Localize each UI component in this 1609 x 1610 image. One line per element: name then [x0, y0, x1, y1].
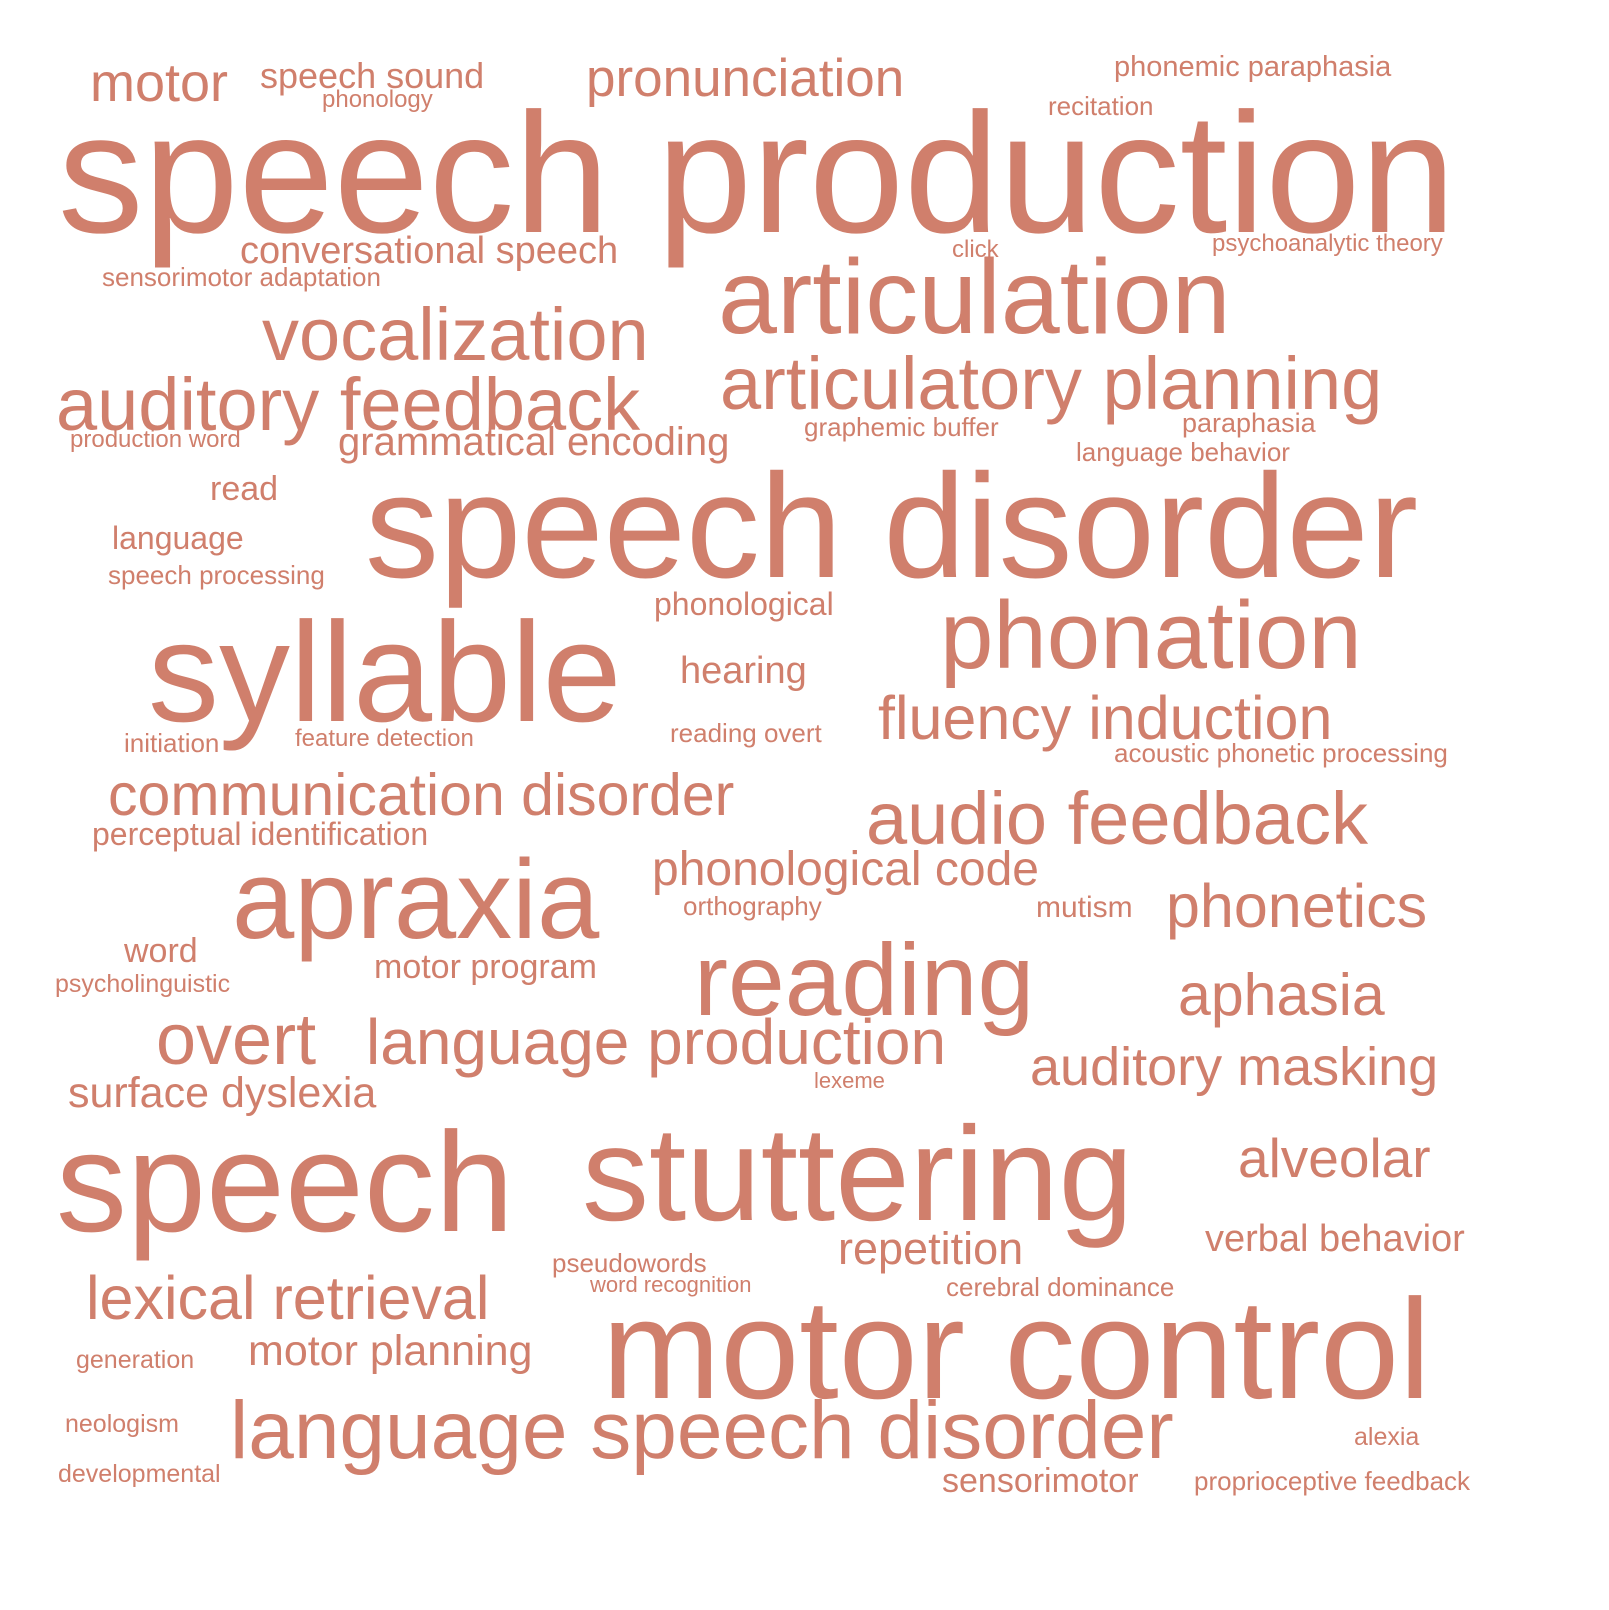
word-language-production: language production [366, 1006, 947, 1078]
word-pseudowords: pseudowords [552, 1248, 707, 1278]
word-pronunciation: pronunciation [586, 49, 905, 108]
word-audio-feedback: audio feedback [866, 777, 1368, 860]
word-speech-sound: speech sound [260, 55, 485, 96]
word-feature-detection: feature detection [295, 725, 474, 752]
word-syllable: syllable [148, 593, 622, 752]
word-articulation: articulation [718, 238, 1231, 356]
word-lexical-retrieval: lexical retrieval [86, 1264, 490, 1332]
word-reading: reading [694, 923, 1035, 1037]
word-speech: speech [56, 1103, 514, 1262]
word-language: language [112, 520, 244, 556]
word-sensorimotor: sensorimotor [942, 1462, 1139, 1500]
word-apraxia: apraxia [232, 837, 600, 962]
word-recitation: recitation [1048, 91, 1154, 121]
word-proprioceptive-feedback: proprioceptive feedback [1194, 1466, 1471, 1496]
word-production-word: production word [70, 426, 241, 453]
word-alexia: alexia [1354, 1423, 1420, 1451]
word-speech-processing: speech processing [108, 560, 325, 590]
word-articulatory-planning: articulatory planning [720, 342, 1383, 425]
word-motor-program: motor program [374, 948, 597, 986]
word-surface-dyslexia: surface dyslexia [68, 1069, 377, 1117]
word-phonemic-paraphasia: phonemic paraphasia [1114, 51, 1392, 83]
word-read: read [210, 470, 279, 508]
word-vocalization: vocalization [262, 293, 649, 376]
word-graphemic-buffer: graphemic buffer [804, 412, 999, 442]
word-communication-disorder: communication disorder [108, 762, 735, 828]
word-paraphasia: paraphasia [1182, 408, 1316, 438]
word-overt: overt [156, 1000, 317, 1080]
word-lexeme: lexeme [814, 1068, 885, 1093]
word-reading-overt: reading overt [670, 718, 822, 748]
word-mutism: mutism [1036, 891, 1133, 924]
word-language-behavior: language behavior [1076, 437, 1290, 467]
word-acoustic-phonetic-processing: acoustic phonetic processing [1114, 738, 1448, 768]
word-sensorimotor-adaptation: sensorimotor adaptation [102, 262, 381, 292]
word-conversational-speech: conversational speech [240, 230, 619, 272]
word-repetition: repetition [838, 1223, 1024, 1274]
word-phonological: phonological [654, 586, 834, 622]
word-cerebral-dominance: cerebral dominance [946, 1272, 1175, 1302]
word-motor-planning: motor planning [248, 1327, 533, 1375]
word-auditory-feedback: auditory feedback [56, 363, 641, 446]
word-word: word [124, 932, 198, 970]
word-generation: generation [76, 1346, 195, 1374]
word-phonation: phonation [940, 582, 1362, 689]
word-motor-control: motor control [602, 1270, 1431, 1429]
word-speech-production: speech production [58, 78, 1456, 269]
word-click: click [952, 236, 999, 263]
word-psychoanalytic-theory: psychoanalytic theory [1212, 230, 1443, 257]
word-perceptual-identification: perceptual identification [92, 816, 429, 852]
word-hearing: hearing [680, 650, 807, 692]
word-word-recognition: word recognition [590, 1272, 752, 1297]
word-phonological-code: phonological code [652, 843, 1039, 896]
word-language-speech-disorder: language speech disorder [230, 1385, 1174, 1476]
word-stuttering: stuttering [582, 1100, 1134, 1249]
word-fluency-induction: fluency induction [878, 684, 1333, 752]
word-speech-disorder: speech disorder [365, 444, 1419, 609]
word-developmental: developmental [58, 1460, 221, 1488]
word-phonology: phonology [322, 86, 433, 113]
word-neologism: neologism [65, 1410, 179, 1438]
word-grammatical-encoding: grammatical encoding [338, 420, 730, 464]
word-initiation: initiation [124, 728, 220, 758]
word-aphasia: aphasia [1178, 962, 1385, 1028]
word-phonetics: phonetics [1166, 872, 1428, 940]
word-psycholinguistic: psycholinguistic [55, 970, 231, 998]
word-motor: motor [90, 53, 229, 113]
word-orthography: orthography [683, 891, 822, 921]
word-auditory-masking: auditory masking [1030, 1037, 1439, 1097]
word-verbal-behavior: verbal behavior [1205, 1218, 1465, 1260]
word-alveolar: alveolar [1238, 1127, 1431, 1189]
